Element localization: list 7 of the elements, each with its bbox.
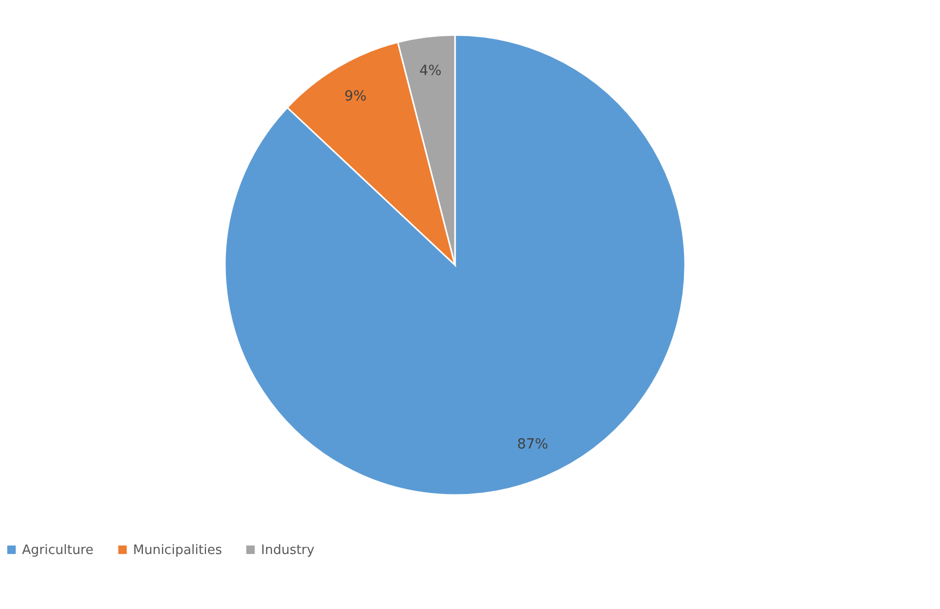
legend-label: Agriculture (22, 542, 94, 558)
legend-label: Industry (261, 542, 315, 558)
pie-slice (224, 34, 686, 496)
data-label: 9% (344, 88, 367, 105)
legend-label: Municipalities (133, 542, 222, 558)
data-label: 4% (419, 63, 442, 80)
data-label: 87% (517, 436, 548, 452)
